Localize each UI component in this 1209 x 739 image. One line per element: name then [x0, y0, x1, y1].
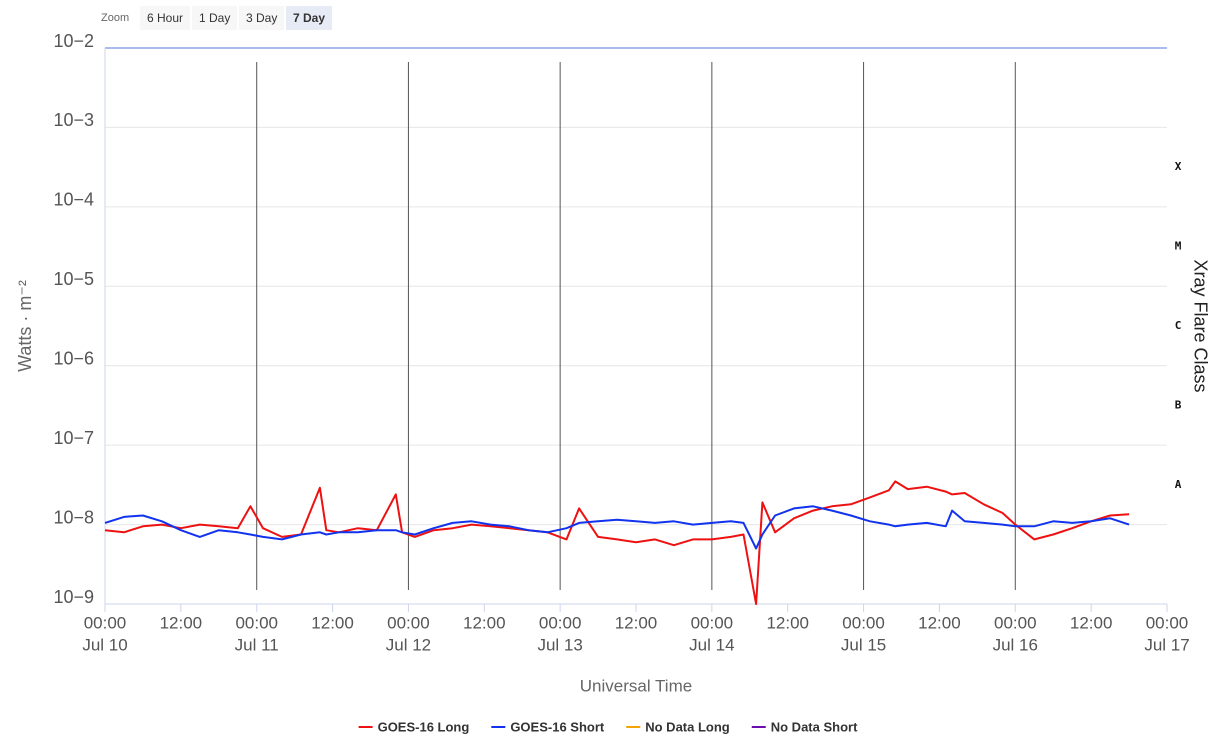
x-axis-title: Universal Time — [580, 676, 692, 695]
x-tick-label: 12:00 — [918, 613, 961, 632]
y-tick-label: 10−8 — [53, 507, 94, 527]
legend-label: No Data Long — [645, 719, 730, 734]
x-tick-date: Jul 13 — [537, 635, 582, 654]
x-tick-date: Jul 16 — [993, 635, 1038, 654]
legend-label: GOES-16 Long — [378, 719, 470, 734]
x-tick-label: 12:00 — [311, 613, 354, 632]
y-axis-title: Watts · m⁻² — [15, 280, 35, 372]
y-tick-label: 10−5 — [53, 269, 94, 289]
x-tick-label: 00:00 — [1146, 613, 1189, 632]
flare-class-label: M — [1175, 240, 1182, 253]
zoom-label: Zoom — [101, 12, 130, 24]
x-tick-date: Jul 11 — [235, 635, 279, 654]
flare-class-label: C — [1175, 319, 1182, 332]
x-tick-label: 00:00 — [539, 613, 582, 632]
x-tick-label: 00:00 — [994, 613, 1037, 632]
x-tick-label: 12:00 — [766, 613, 809, 632]
y-tick-label: 10−7 — [53, 428, 94, 448]
legend-label: GOES-16 Short — [510, 719, 605, 734]
zoom-button[interactable]: 7 Day — [286, 6, 333, 30]
x-tick-date: Jul 10 — [82, 635, 127, 654]
zoom-button[interactable]: 1 Day — [192, 6, 238, 30]
x-tick-date: Jul 17 — [1144, 635, 1189, 654]
x-tick-date: Jul 14 — [689, 635, 734, 654]
x-tick-label: 00:00 — [842, 613, 885, 632]
x-tick-label: 00:00 — [691, 613, 734, 632]
y-tick-label: 10−6 — [53, 348, 94, 368]
x-tick-label: 12:00 — [615, 613, 658, 632]
x-tick-date: Jul 15 — [841, 635, 886, 654]
x-tick-label: 12:00 — [160, 613, 203, 632]
x-tick-label: 12:00 — [1070, 613, 1113, 632]
y2-axis-title: Xray Flare Class — [1190, 259, 1209, 392]
series-line — [104, 505, 1130, 550]
zoom-button[interactable]: 6 Hour — [140, 6, 191, 30]
y-tick-label: 10−4 — [53, 190, 94, 210]
x-tick-label: 00:00 — [387, 613, 430, 632]
series-line — [104, 480, 1130, 605]
flare-class-label: B — [1175, 398, 1182, 411]
x-tick-label: 12:00 — [463, 613, 506, 632]
x-tick-label: 00:00 — [235, 613, 278, 632]
x-tick-date: Jul 12 — [386, 635, 431, 654]
x-tick-label: 00:00 — [84, 613, 127, 632]
y-tick-label: 10−2 — [53, 31, 94, 51]
y-tick-label: 10−9 — [53, 587, 94, 607]
legend-label: No Data Short — [771, 719, 858, 734]
legend: GOES-16 Long GOES-16 Short No Data Long No … — [358, 719, 858, 734]
zoom-button[interactable]: 3 Day — [239, 6, 285, 30]
flare-class-label: X — [1175, 160, 1182, 173]
flare-class-label: A — [1175, 478, 1182, 491]
y-tick-label: 10−3 — [53, 110, 94, 130]
